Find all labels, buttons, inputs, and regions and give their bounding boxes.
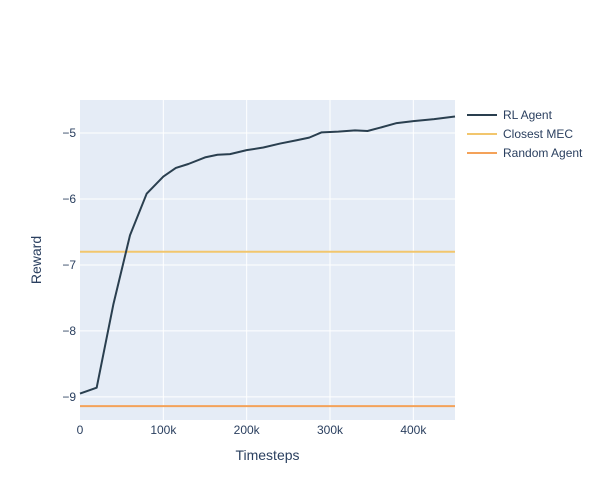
x-tick-label: 400k: [400, 423, 427, 437]
y-tick-label: −7: [62, 258, 76, 272]
x-tick-label: 300k: [317, 423, 344, 437]
y-tick-label: −6: [62, 192, 76, 206]
y-axis-title: Reward: [28, 236, 44, 284]
y-tick-label: −9: [62, 390, 76, 404]
x-axis-ticks: 0 100k 200k 300k 400k: [77, 423, 428, 437]
legend-item: Closest MEC: [467, 127, 573, 141]
series-line-rl-agent: [79, 115, 456, 395]
plot-background: [80, 100, 455, 420]
x-tick-label: 100k: [150, 423, 177, 437]
x-tick-label: 200k: [234, 423, 261, 437]
legend: RL Agent Closest MEC Random Agent: [467, 108, 583, 160]
x-tick-label: 0: [77, 423, 84, 437]
legend-label: Random Agent: [503, 146, 583, 160]
grid-lines: [80, 100, 455, 420]
x-axis-title: Timesteps: [235, 447, 299, 463]
legend-label: RL Agent: [503, 108, 553, 122]
series-lines: [79, 115, 456, 408]
y-axis-ticks: −9 −8 −7 −6 −5: [62, 126, 76, 404]
legend-item: RL Agent: [467, 108, 553, 122]
y-tick-label: −8: [62, 324, 76, 338]
y-tick-label: −5: [62, 126, 76, 140]
legend-item: Random Agent: [467, 146, 583, 160]
legend-label: Closest MEC: [503, 127, 573, 141]
